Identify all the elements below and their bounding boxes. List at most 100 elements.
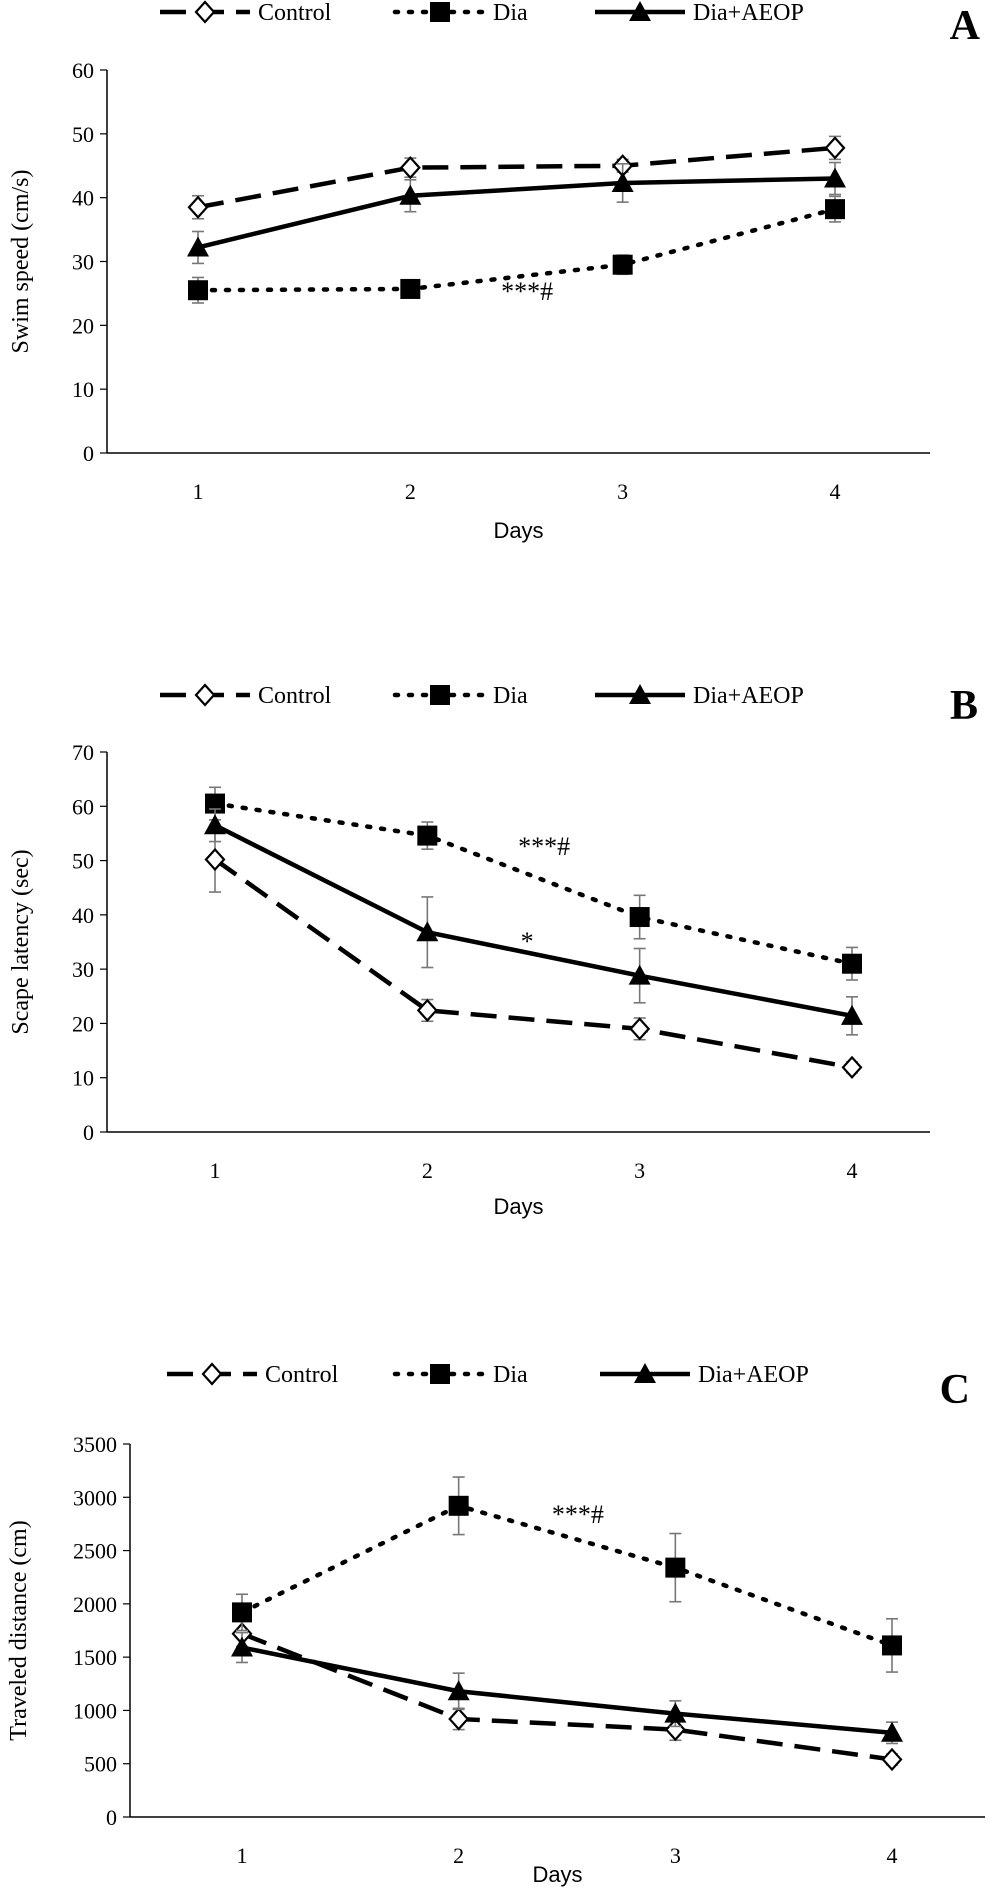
data-point xyxy=(881,1747,903,1772)
x-axis-title: Days xyxy=(493,518,543,543)
x-tick-label: 1 xyxy=(210,1158,221,1183)
panel-b: 0 10 20 30 40 50 60 70 1 2 3 4 Days Scape latency (se… xyxy=(8,683,978,1219)
data-point xyxy=(824,136,846,160)
panel-a: 0 10 20 30 40 50 60 1 2 3 4 Days Swim speed (cm/s) A C… xyxy=(8,0,981,543)
data-point xyxy=(841,1004,863,1025)
legend-marker xyxy=(194,683,216,707)
series-line-dia-aeop xyxy=(213,823,853,1019)
data-point xyxy=(417,825,438,846)
y-axis-title: Swim speed (cm/s) xyxy=(8,170,34,354)
series-line-dia xyxy=(212,801,855,966)
data-point xyxy=(448,1495,469,1516)
y-tick-label: 2500 xyxy=(73,1539,117,1564)
data-point xyxy=(665,1557,686,1578)
y-tick-label: 40 xyxy=(72,186,94,211)
data-point xyxy=(400,278,421,299)
data-point xyxy=(204,814,226,835)
data-point xyxy=(399,184,422,205)
legend-entry: Dia+AEOP xyxy=(693,0,804,26)
significance-annotation: * xyxy=(521,927,534,956)
x-tick-label: 1 xyxy=(193,479,204,504)
data-point xyxy=(629,1017,651,1041)
series-line-control xyxy=(197,145,836,210)
series-line-dia-aeop xyxy=(197,176,836,250)
x-axis-title: Days xyxy=(493,1194,543,1219)
data-point xyxy=(231,1636,253,1657)
y-axis-title: Scape latency (sec) xyxy=(8,849,34,1034)
y-tick-label: 500 xyxy=(84,1752,117,1777)
data-point xyxy=(825,199,845,220)
x-tick-label: 1 xyxy=(237,1843,248,1868)
data-point xyxy=(447,1680,470,1701)
data-point xyxy=(664,1702,687,1723)
x-tick-label: 4 xyxy=(830,479,841,504)
legend-entry: Dia+AEOP xyxy=(698,1362,809,1388)
y-tick-label: 50 xyxy=(72,849,94,874)
y-tick-label: 2000 xyxy=(73,1592,117,1617)
y-tick-label: 30 xyxy=(72,957,94,982)
data-point xyxy=(188,280,208,301)
data-point xyxy=(611,171,634,192)
y-tick-label: 0 xyxy=(106,1805,117,1830)
y-tick-label: 3500 xyxy=(73,1432,117,1457)
y-tick-label: 1000 xyxy=(73,1698,117,1723)
x-tick-label: 3 xyxy=(634,1158,645,1183)
legend-entry: Control xyxy=(258,0,332,26)
data-point xyxy=(187,195,209,219)
data-point xyxy=(841,1055,863,1080)
data-point xyxy=(628,964,651,985)
x-tick-label: 2 xyxy=(422,1158,433,1183)
legend-entry: Dia xyxy=(493,683,528,709)
data-point xyxy=(882,1635,902,1656)
legend-marker xyxy=(201,1362,223,1386)
legend-marker xyxy=(430,1364,450,1384)
legend-marker xyxy=(430,2,450,22)
data-point xyxy=(232,1602,252,1623)
y-tick-label: 50 xyxy=(72,122,94,147)
data-point xyxy=(881,1721,903,1742)
data-point xyxy=(399,156,421,180)
series-line-control xyxy=(213,857,853,1070)
data-point xyxy=(416,921,439,942)
data-point xyxy=(204,847,226,872)
legend-entry: Control xyxy=(265,1362,339,1388)
x-tick-label: 3 xyxy=(617,479,628,504)
panel-c: 0 500 1000 1500 2000 2500 3000 3500 1 2 3 4 Days Trav… xyxy=(6,1362,985,1887)
data-point xyxy=(824,167,846,188)
legend-entry: Dia xyxy=(493,0,528,26)
series-line-control xyxy=(241,1631,893,1762)
x-tick-label: 2 xyxy=(453,1843,464,1868)
legend-entry: Dia+AEOP xyxy=(693,683,804,709)
series-line-dia-aeop xyxy=(241,1645,893,1736)
y-tick-label: 60 xyxy=(72,58,94,83)
significance-annotation: ***# xyxy=(518,832,570,861)
legend-marker xyxy=(194,0,216,24)
panel-label: B xyxy=(950,683,978,729)
y-tick-label: 0 xyxy=(83,441,94,466)
data-point xyxy=(187,236,209,257)
x-tick-label: 3 xyxy=(670,1843,681,1868)
data-point xyxy=(416,998,438,1023)
legend-marker xyxy=(430,685,450,705)
x-axis-title: Days xyxy=(532,1862,582,1887)
y-tick-label: 1500 xyxy=(73,1645,117,1670)
x-tick-label: 4 xyxy=(847,1158,858,1183)
y-tick-label: 0 xyxy=(83,1120,94,1145)
legend-marker xyxy=(634,1363,656,1383)
significance-annotation: ***# xyxy=(501,277,553,306)
y-axis-title: Traveled distance (cm) xyxy=(6,1520,32,1740)
x-tick-label: 2 xyxy=(405,479,416,504)
panel-label: A xyxy=(950,3,981,49)
series-line-dia xyxy=(195,206,838,293)
y-tick-label: 30 xyxy=(72,250,94,275)
series-line-dia xyxy=(239,1503,895,1648)
y-tick-label: 10 xyxy=(72,377,94,402)
legend-marker xyxy=(629,684,651,704)
y-tick-label: 3000 xyxy=(73,1485,117,1510)
y-tick-label: 20 xyxy=(72,313,94,338)
y-tick-label: 60 xyxy=(72,794,94,819)
legend-entry: Dia xyxy=(493,1362,528,1388)
data-point xyxy=(842,953,862,974)
x-tick-label: 4 xyxy=(887,1843,898,1868)
